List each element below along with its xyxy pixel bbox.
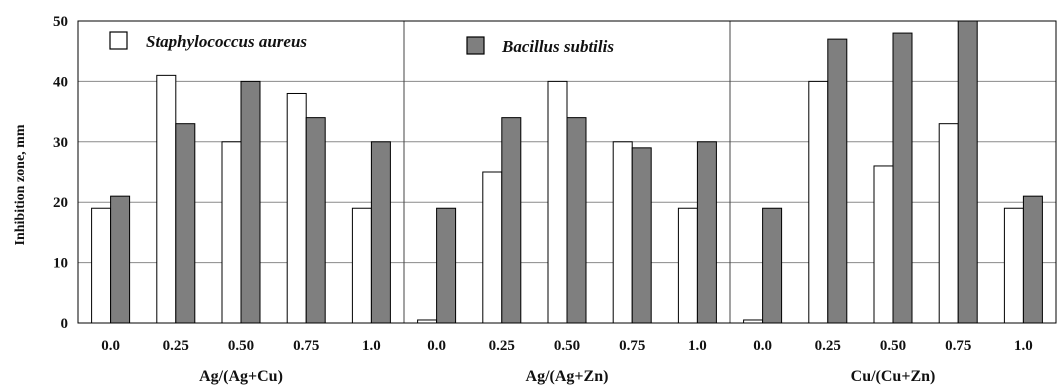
bar-ag-ag-cu-1-0-staphylococcus-aureus <box>351 207 372 324</box>
y-tick-label-40: 40 <box>53 74 68 90</box>
x-tick-label-ag-ag-zn-0-0: 0.0 <box>427 338 446 354</box>
x-tick-labels: 0.0 0.25 0.50 0.75 1.0 0.0 0.25 0.50 0.75 1.0 0.0 0… <box>101 338 1033 354</box>
x-tick-label-ag-ag-cu-0-0: 0.0 <box>101 338 120 354</box>
legend-swatch-bacillus-subtilis <box>466 36 485 55</box>
bar-ag-ag-cu-0-50-staphylococcus-aureus <box>221 141 242 324</box>
bar-ag-ag-cu-0-0-bacillus-subtilis <box>110 195 131 324</box>
legend-label-staphylococcus-aureus: Staphylococcus aureus <box>146 32 307 51</box>
x-tick-label-ag-ag-zn-0-75: 0.75 <box>619 338 645 354</box>
y-tick-label-20: 20 <box>53 195 68 211</box>
bar-cu-cu-zn-0-50-staphylococcus-aureus <box>873 165 894 324</box>
bar-ag-ag-zn-0-50-bacillus-subtilis <box>566 117 587 324</box>
x-tick-label-ag-ag-cu-0-50: 0.50 <box>228 338 254 354</box>
y-tick-label-50: 50 <box>53 14 68 30</box>
x-tick-label-ag-ag-cu-0-75: 0.75 <box>293 338 319 354</box>
y-tick-label-10: 10 <box>53 256 68 272</box>
group-label-3: Cu/(Cu+Zn) <box>851 368 936 385</box>
bar-ag-ag-zn-1-0-staphylococcus-aureus <box>677 207 698 324</box>
x-tick-label-cu-cu-zn-1-0: 1.0 <box>1014 338 1033 354</box>
legend-swatch-staphylococcus-aureus <box>109 31 128 50</box>
bar-ag-ag-zn-1-0-bacillus-subtilis <box>696 141 717 324</box>
bar-cu-cu-zn-0-0-bacillus-subtilis <box>762 207 783 324</box>
x-tick-label-ag-ag-zn-0-50: 0.50 <box>554 338 580 354</box>
bar-cu-cu-zn-0-25-staphylococcus-aureus <box>808 80 829 324</box>
bar-cu-cu-zn-0-75-staphylococcus-aureus <box>938 123 959 324</box>
bar-ag-ag-cu-0-25-staphylococcus-aureus <box>156 74 177 324</box>
bar-ag-ag-zn-0-50-staphylococcus-aureus <box>547 80 568 324</box>
bars <box>91 20 1043 324</box>
bar-ag-ag-zn-0-0-bacillus-subtilis <box>436 207 457 324</box>
y-tick-label-30: 30 <box>53 135 68 151</box>
bar-ag-ag-cu-0-75-bacillus-subtilis <box>305 117 326 324</box>
plot-frame <box>77 20 1057 324</box>
x-tick-label-ag-ag-cu-0-25: 0.25 <box>163 338 189 354</box>
x-tick-label-cu-cu-zn-0-0: 0.0 <box>753 338 772 354</box>
x-tick-label-cu-cu-zn-0-75: 0.75 <box>945 338 971 354</box>
group-dividers <box>403 21 731 323</box>
bar-ag-ag-zn-0-25-staphylococcus-aureus <box>482 171 503 324</box>
bar-ag-ag-zn-0-75-bacillus-subtilis <box>631 147 652 324</box>
x-tick-label-ag-ag-zn-0-25: 0.25 <box>489 338 515 354</box>
legend-label-bacillus-subtilis: Bacillus subtilis <box>501 37 614 56</box>
bar-cu-cu-zn-1-0-bacillus-subtilis <box>1022 195 1043 324</box>
y-tick-labels: 0 10 20 30 40 50 <box>53 14 68 332</box>
bar-ag-ag-cu-0-25-bacillus-subtilis <box>175 123 196 324</box>
bar-ag-ag-zn-0-75-staphylococcus-aureus <box>612 141 633 324</box>
group-label-2: Ag/(Ag+Zn) <box>526 368 609 385</box>
bar-cu-cu-zn-0-50-bacillus-subtilis <box>892 32 913 324</box>
y-tick-label-0: 0 <box>61 316 69 332</box>
x-tick-label-cu-cu-zn-0-50: 0.50 <box>880 338 906 354</box>
group-label-1: Ag/(Ag+Cu) <box>199 368 283 385</box>
bar-ag-ag-cu-0-50-bacillus-subtilis <box>240 80 261 324</box>
legend: Staphylococcus aureus Bacillus subtilis <box>109 31 614 56</box>
bar-cu-cu-zn-0-75-bacillus-subtilis <box>957 20 978 324</box>
y-axis-label: Inhibition zone, mm <box>13 124 28 245</box>
bar-ag-ag-cu-0-0-staphylococcus-aureus <box>91 207 112 324</box>
x-tick-label-ag-ag-cu-1-0: 1.0 <box>362 338 381 354</box>
x-tick-label-cu-cu-zn-0-25: 0.25 <box>815 338 841 354</box>
group-labels: Ag/(Ag+Cu) Ag/(Ag+Zn) Cu/(Cu+Zn) <box>199 368 935 385</box>
bar-ag-ag-cu-1-0-bacillus-subtilis <box>370 141 391 324</box>
bar-ag-ag-zn-0-25-bacillus-subtilis <box>501 117 522 324</box>
bar-ag-ag-cu-0-75-staphylococcus-aureus <box>286 92 307 324</box>
bar-cu-cu-zn-0-25-bacillus-subtilis <box>827 38 848 324</box>
bar-cu-cu-zn-1-0-staphylococcus-aureus <box>1003 207 1024 324</box>
x-tick-label-ag-ag-zn-1-0: 1.0 <box>688 338 707 354</box>
